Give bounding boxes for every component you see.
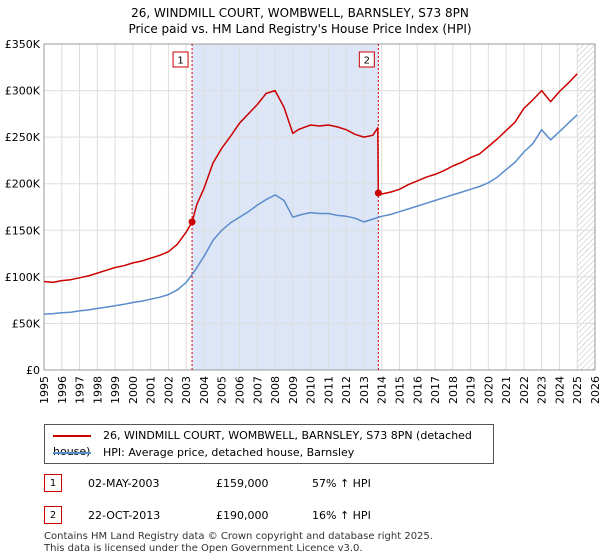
y-tick-label: £100K: [5, 271, 41, 284]
x-tick-label: 2018: [447, 376, 460, 404]
sale-date: 02-MAY-2003: [88, 477, 160, 490]
x-tick-label: 2015: [393, 376, 406, 404]
x-tick-label: 2003: [180, 376, 193, 404]
x-tick-label: 2001: [145, 376, 158, 404]
x-tick-label: 2010: [305, 376, 318, 404]
x-tick-label: 2024: [553, 376, 566, 404]
ownership-shade: [192, 44, 379, 370]
y-tick-label: £350K: [5, 38, 41, 51]
y-tick-label: £200K: [5, 178, 41, 191]
x-tick-label: 2005: [216, 376, 229, 404]
x-tick-label: 2013: [358, 376, 371, 404]
plot-frame: [43, 43, 596, 371]
x-tick-label: 2025: [571, 376, 584, 404]
x-tick-label: 2019: [465, 376, 478, 404]
x-tick-label: 2000: [127, 376, 140, 404]
chart-title: 26, WINDMILL COURT, WOMBWELL, BARNSLEY, …: [131, 6, 469, 20]
sale-marker-1: 1: [44, 474, 62, 492]
y-tick-label: £150K: [5, 224, 41, 237]
x-tick-label: 2009: [287, 376, 300, 404]
x-tick-label: 2020: [482, 376, 495, 404]
legend-swatch-price: [53, 435, 91, 437]
x-tick-label: 2002: [162, 376, 175, 404]
x-tick-label: 1995: [38, 376, 51, 404]
x-tick-label: 2023: [536, 376, 549, 404]
sale-hpi-change: 57% ↑ HPI: [312, 477, 371, 490]
x-tick-label: 2017: [429, 376, 442, 404]
x-tick-label: 2012: [340, 376, 353, 404]
forecast-hatch: [577, 44, 595, 370]
legend-label-price: 26, WINDMILL COURT, WOMBWELL, BARNSLEY, …: [53, 429, 472, 458]
x-tick-label: 2004: [198, 376, 211, 404]
price-paid-line: [43, 73, 578, 284]
y-tick-label: £250K: [5, 131, 41, 144]
sale-label-box: [172, 51, 189, 68]
legend-swatch-hpi: [53, 452, 91, 454]
x-tick-label: 2011: [322, 376, 335, 404]
chart-subtitle: Price paid vs. HM Land Registry's House …: [128, 22, 472, 36]
sale-hpi-change: 16% ↑ HPI: [312, 509, 371, 522]
sale-price: £190,000: [216, 509, 269, 522]
x-tick-label: 1997: [74, 376, 87, 404]
x-tick-label: 2026: [589, 376, 600, 404]
x-tick-label: 1998: [91, 376, 104, 404]
footer-licence: This data is licensed under the Open Gov…: [44, 543, 363, 554]
hpi-line: [43, 114, 578, 315]
y-tick-label: £300K: [5, 85, 41, 98]
x-tick-label: 1996: [56, 376, 69, 404]
legend-item-hpi: HPI: Average price, detached house, Barn…: [53, 445, 354, 461]
sale-label-number: 2: [364, 56, 370, 67]
y-tick-label: £0: [26, 364, 40, 377]
sale-date: 22-OCT-2013: [88, 509, 161, 522]
legend-label-hpi: HPI: Average price, detached house, Barn…: [103, 446, 355, 459]
legend-item-price: 26, WINDMILL COURT, WOMBWELL, BARNSLEY, …: [53, 428, 493, 458]
sale-marker-2: 2: [44, 506, 62, 524]
x-tick-label: 2021: [500, 376, 513, 404]
price-chart: £0 £50K £100K £150K £200K £250K £300K £350K 1995…: [5, 38, 600, 404]
sale-label-number: 1: [177, 56, 183, 67]
x-tick-label: 2014: [376, 376, 389, 404]
sale-price: £159,000: [216, 477, 269, 490]
sale-point: [188, 218, 196, 226]
x-tick-label: 2008: [269, 376, 282, 404]
x-tick-label: 2022: [518, 376, 531, 404]
x-tick-label: 1999: [109, 376, 122, 404]
sale-label-box: [358, 51, 375, 68]
x-tick-label: 2007: [251, 376, 264, 404]
y-tick-label: £50K: [12, 317, 41, 330]
footer-copyright: Contains HM Land Registry data © Crown c…: [44, 531, 433, 542]
legend: 26, WINDMILL COURT, WOMBWELL, BARNSLEY, …: [44, 424, 494, 464]
x-tick-label: 2006: [234, 376, 247, 404]
x-tick-label: 2016: [411, 376, 424, 404]
sale-point: [374, 189, 382, 197]
